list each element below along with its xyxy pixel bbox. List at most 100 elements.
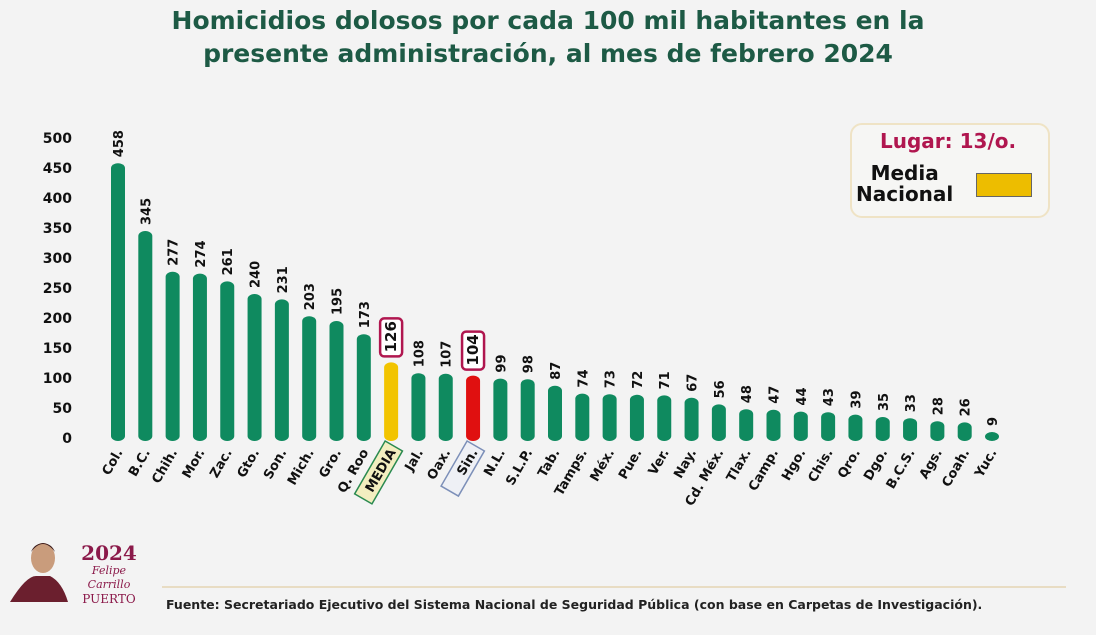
value-label: 274: [194, 240, 209, 267]
bar: [985, 432, 999, 441]
value-label: 56: [713, 380, 728, 398]
value-label-box: [378, 317, 404, 358]
value-label: 43: [822, 388, 837, 406]
category-label: Son.: [261, 447, 290, 483]
bar: [711, 404, 726, 441]
value-label: 33: [904, 394, 919, 412]
bar: [766, 409, 781, 441]
value-label-box: [460, 330, 486, 371]
bar: [575, 393, 590, 441]
category-label: Chih.: [149, 447, 181, 487]
category-label: Mich.: [285, 447, 318, 489]
bar: [684, 397, 699, 441]
bar: [520, 379, 535, 441]
bar: [629, 394, 644, 441]
bar: [848, 414, 863, 441]
y-tick-label: 350: [43, 221, 72, 237]
value-label: 73: [604, 370, 619, 388]
bar: [138, 231, 153, 441]
bar: [821, 412, 836, 441]
bar: [657, 395, 672, 441]
bar: [602, 394, 617, 441]
value-label: 107: [440, 341, 455, 368]
bar: [384, 362, 399, 441]
value-label: 44: [795, 388, 810, 406]
value-label: 126: [382, 321, 400, 352]
bar: [875, 417, 890, 441]
category-label: Pue.: [616, 447, 645, 483]
value-label: 74: [576, 370, 591, 388]
category-label: S.L.P.: [503, 447, 536, 489]
bar: [493, 378, 508, 441]
category-label: Méx.: [588, 447, 619, 485]
bar: [793, 411, 808, 441]
category-label: Col.: [100, 447, 127, 479]
title-line-2: presente administración, al mes de febre…: [203, 39, 893, 68]
category-label-box: [440, 440, 486, 498]
category-label: Ags.: [917, 447, 946, 482]
logo-surname: PUERTO: [82, 592, 136, 606]
category-label-box: [353, 440, 404, 505]
bar: [247, 294, 262, 441]
value-label: 99: [494, 355, 509, 373]
value-label: 28: [931, 397, 946, 415]
legend-swatch: [976, 173, 1032, 197]
bar: [548, 385, 562, 441]
chart-title: Homicidios dolosos por cada 100 mil habi…: [0, 4, 1096, 70]
value-label: 277: [167, 239, 182, 266]
value-label: 203: [303, 283, 318, 310]
bar: [274, 299, 289, 441]
title-line-1: Homicidios dolosos por cada 100 mil habi…: [171, 6, 925, 35]
bar: [903, 418, 918, 441]
value-label: 108: [412, 340, 427, 367]
value-label: 39: [849, 391, 864, 409]
category-label: Gro.: [316, 447, 344, 481]
value-label: 71: [658, 371, 673, 389]
value-label: 98: [522, 355, 537, 373]
category-label: Yuc.: [972, 447, 1001, 482]
source-note: Fuente: Secretariado Ejecutivo del Siste…: [166, 597, 983, 612]
value-label: 87: [549, 362, 564, 380]
bar: [220, 281, 235, 441]
category-label: Mor.: [180, 447, 209, 482]
y-tick-label: 50: [53, 401, 73, 417]
y-tick-label: 100: [43, 371, 72, 387]
category-label: Gto.: [235, 447, 263, 481]
category-label: Qro.: [835, 447, 864, 482]
category-label: Coah.: [939, 447, 973, 490]
bar: [466, 375, 481, 441]
bar: [739, 409, 754, 441]
value-label: 261: [221, 248, 236, 275]
category-label: Ver.: [646, 447, 673, 478]
category-label: Tab.: [535, 447, 563, 481]
y-tick-label: 450: [43, 161, 72, 177]
value-label: 458: [112, 130, 127, 157]
footer-divider: [162, 586, 1066, 588]
logo: 2024 Felipe Carrillo PUERTO: [6, 536, 146, 606]
value-label: 231: [276, 266, 291, 293]
value-label: 48: [740, 385, 755, 403]
value-label: 72: [631, 371, 646, 389]
value-label: 47: [768, 386, 783, 404]
value-label: 173: [358, 301, 373, 328]
bar: [302, 316, 317, 441]
legend-label: Media Nacional: [856, 163, 953, 205]
y-tick-label: 150: [43, 341, 72, 357]
legend: Lugar: 13/o. Media Nacional: [850, 123, 1050, 218]
category-label: N.L.: [481, 447, 509, 480]
y-tick-label: 200: [43, 311, 72, 327]
legend-label-line-2: Nacional: [856, 182, 954, 206]
category-label: Jal.: [402, 447, 427, 475]
portrait-icon: [10, 543, 68, 602]
category-label: Nay.: [671, 447, 700, 482]
value-label: 9: [986, 417, 1001, 426]
bar: [192, 273, 207, 441]
y-tick-label: 250: [43, 281, 72, 297]
rank-label: Lugar: 13/o.: [880, 129, 1017, 153]
category-label: Chis.: [806, 447, 837, 486]
bar: [438, 373, 453, 441]
bar: [111, 163, 125, 441]
y-tick-label: 0: [62, 431, 72, 447]
bar: [165, 271, 180, 441]
